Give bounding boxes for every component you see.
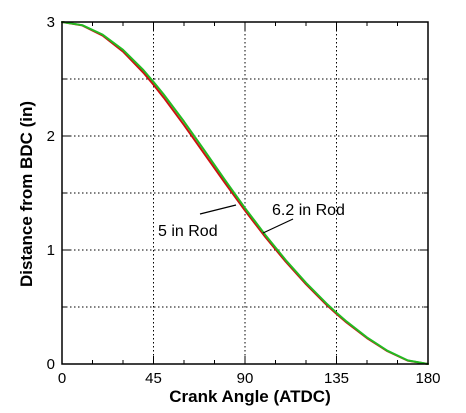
annotation-5in-rod: 5 in Rod	[158, 223, 218, 240]
y-tick-labels: 0 1 2 3	[47, 14, 55, 373]
y-tick-label-1: 1	[47, 242, 55, 259]
grid-lines	[62, 22, 428, 364]
series-line-5-in-rod	[61, 21, 429, 365]
y-tick-label-0: 0	[47, 356, 55, 373]
axis-ticks	[61, 21, 429, 365]
y-axis-title: Distance from BDC (in)	[17, 101, 36, 287]
series-layer	[61, 21, 429, 365]
annotation-5in-leader	[199, 204, 237, 215]
x-tick-label-4: 180	[415, 370, 440, 387]
series-line-6-2-in-rod	[61, 21, 429, 365]
annotation-6-2in-leader	[262, 218, 294, 234]
x-tick-label-2: 90	[237, 370, 254, 387]
x-tick-label-1: 45	[145, 370, 162, 387]
x-tick-label-3: 135	[324, 370, 349, 387]
annotation-6-2in-rod: 6.2 in Rod	[272, 202, 345, 219]
y-tick-label-3: 3	[47, 14, 55, 31]
x-axis-title: Crank Angle (ATDC)	[169, 387, 331, 406]
x-tick-label-0: 0	[58, 370, 66, 387]
y-tick-label-2: 2	[47, 128, 55, 145]
x-tick-labels: 0 45 90 135 180	[58, 370, 441, 387]
plot-frame	[61, 21, 429, 365]
